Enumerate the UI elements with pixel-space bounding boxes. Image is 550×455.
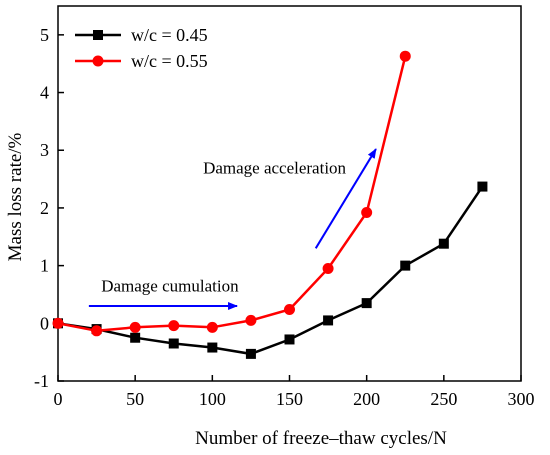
- data-point: [168, 320, 180, 332]
- x-tick-label: 200: [353, 389, 380, 409]
- x-tick-label: 0: [54, 389, 63, 409]
- legend-label: w/c = 0.55: [131, 51, 208, 71]
- data-point: [477, 181, 488, 192]
- annotation-arrow: [314, 148, 377, 249]
- x-tick-label: 300: [508, 389, 535, 409]
- data-point: [206, 321, 218, 333]
- data-point: [284, 303, 295, 315]
- data-point: [361, 207, 373, 219]
- series-1: [53, 181, 488, 359]
- x-axis-label: Number of freeze–thaw cycles/N: [195, 428, 447, 449]
- y-tick-label: 4: [40, 83, 49, 103]
- x-tick-label: 250: [430, 389, 457, 409]
- plot-frame: [57, 5, 522, 382]
- series-line: [57, 55, 407, 333]
- y-tick-label: -1: [34, 371, 49, 391]
- legend-item: w/c = 0.55: [75, 51, 208, 71]
- data-point: [399, 50, 411, 62]
- data-point: [168, 338, 179, 349]
- y-axis-label: Mass loss rate/%: [5, 132, 26, 261]
- data-point: [400, 260, 411, 271]
- legend-marker: [93, 30, 103, 40]
- y-tick-label: 0: [40, 313, 49, 333]
- data-point: [207, 342, 218, 353]
- series: [52, 50, 488, 359]
- data-point: [361, 298, 372, 309]
- data-point: [245, 348, 256, 359]
- legend-item: w/c = 0.45: [75, 25, 208, 45]
- annotation-label: Damage cumulation: [101, 277, 239, 296]
- data-point: [245, 314, 257, 326]
- legend-marker: [92, 55, 104, 67]
- data-point: [52, 317, 64, 329]
- annotation-label: Damage acceleration: [203, 158, 346, 177]
- data-point: [129, 321, 141, 333]
- y-tick-label: 5: [40, 25, 49, 45]
- legend: w/c = 0.45 w/c = 0.55: [75, 25, 208, 71]
- annotations: Damage cumulation Damage acceleration: [88, 148, 377, 310]
- data-point: [438, 238, 449, 249]
- y-tick-label: 1: [40, 256, 49, 276]
- series-line: [57, 185, 484, 356]
- x-tick-label: 50: [126, 389, 144, 409]
- data-point: [130, 332, 141, 343]
- data-point: [323, 315, 334, 326]
- x-tick-label: 100: [199, 389, 226, 409]
- data-point: [322, 263, 334, 274]
- y-tick-label: 2: [40, 198, 49, 218]
- y-tick-label: 3: [40, 140, 49, 160]
- data-point: [284, 334, 295, 345]
- x-tick-label: 150: [276, 389, 303, 409]
- legend-label: w/c = 0.45: [131, 25, 208, 45]
- series-2: [52, 50, 411, 337]
- data-point: [91, 325, 103, 337]
